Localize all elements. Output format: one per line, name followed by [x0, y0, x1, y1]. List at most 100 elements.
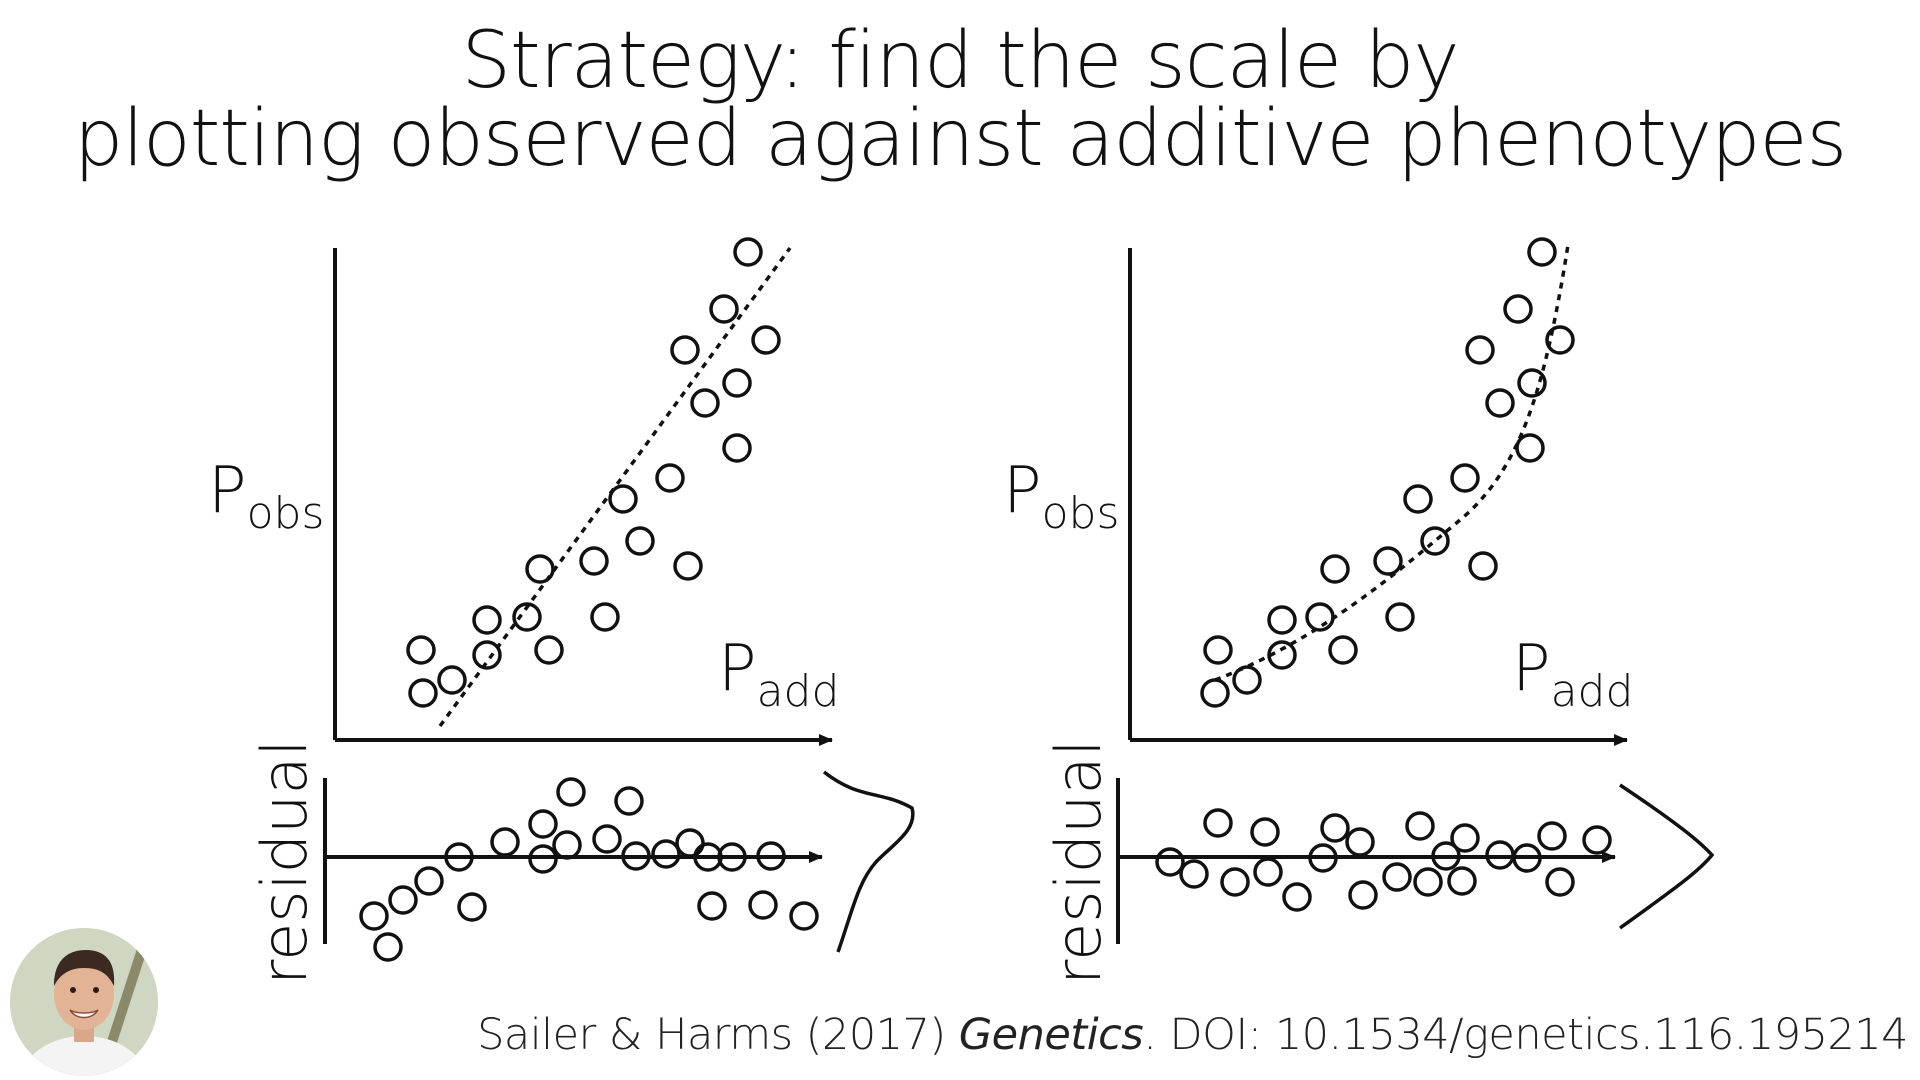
skewed-distribution-curve: [822, 770, 915, 953]
residual-point: [1253, 857, 1283, 887]
presenter-photo-icon: [10, 928, 158, 1076]
avatar: [10, 928, 158, 1076]
data-point: [1485, 388, 1515, 418]
residual-point: [1320, 813, 1350, 843]
data-point: [1403, 484, 1433, 514]
scatter-points: [1200, 237, 1575, 708]
data-point: [1328, 635, 1358, 665]
data-point: [1527, 237, 1557, 267]
data-point: [1232, 665, 1262, 695]
residual-point: [457, 892, 487, 922]
panel-linear: Pobs Padd: [208, 237, 915, 985]
residual-point: [1405, 811, 1435, 841]
data-point: [1200, 678, 1230, 708]
residual-point: [748, 890, 778, 920]
data-point: [1203, 635, 1233, 665]
data-point: [655, 463, 685, 493]
residual-point: [1155, 847, 1185, 877]
data-point: [670, 335, 700, 365]
residual-point: [789, 901, 819, 931]
residual-point: [1250, 817, 1280, 847]
residual-point: [717, 842, 747, 872]
citation-journal: Genetics: [958, 1010, 1144, 1060]
title-line-2: plotting observed against additive pheno…: [73, 94, 1847, 184]
title-line-1: Strategy: find the scale by: [461, 16, 1459, 106]
y-axis-label: Pobs: [208, 454, 324, 539]
data-point: [579, 546, 609, 576]
residual-points: [359, 777, 819, 962]
data-point: [751, 325, 781, 355]
data-point: [722, 433, 752, 463]
residual-point: [1179, 859, 1209, 889]
citation-doi: . DOI: 10.1534/genetics.116.195214: [1143, 1010, 1908, 1060]
residual-point: [1345, 827, 1375, 857]
residual-point: [1382, 862, 1412, 892]
residual-point: [528, 809, 558, 839]
data-point: [437, 665, 467, 695]
data-point: [1545, 325, 1575, 355]
data-point: [512, 602, 542, 632]
residual-point: [1220, 867, 1250, 897]
residual-point: [1413, 867, 1443, 897]
residual-point: [373, 932, 403, 962]
data-point: [733, 237, 763, 267]
residual-point: [528, 844, 558, 874]
residual-point: [651, 839, 681, 869]
citation-authors: Sailer & Harms (2017): [477, 1010, 946, 1060]
data-point: [1450, 463, 1480, 493]
residual-point: [1447, 866, 1477, 896]
data-point: [472, 605, 502, 635]
residual-points: [1155, 808, 1612, 912]
data-point: [1305, 602, 1335, 632]
residual-point: [1282, 882, 1312, 912]
data-point: [590, 602, 620, 632]
citation: Sailer & Harms (2017) Genetics. DOI: 10.…: [477, 1010, 1908, 1060]
data-point: [1385, 602, 1415, 632]
data-point: [1373, 546, 1403, 576]
residual-label: residual: [248, 739, 321, 985]
data-point: [1267, 640, 1297, 670]
residual-point: [592, 824, 622, 854]
residual-point: [1512, 843, 1542, 873]
residual-point: [1582, 825, 1612, 855]
data-point: [673, 551, 703, 581]
nonlinear-fit-curve: [1214, 244, 1570, 682]
data-point: [625, 526, 655, 556]
residual-point: [756, 841, 786, 871]
scatter-points: [406, 237, 781, 708]
data-point: [1267, 605, 1297, 635]
data-point: [1503, 294, 1533, 324]
data-point: [1320, 554, 1350, 584]
residual-point: [1537, 821, 1567, 851]
residual-point: [388, 885, 418, 915]
data-point: [709, 294, 739, 324]
residual-label: residual: [1042, 739, 1115, 985]
data-point: [608, 484, 638, 514]
residual-point: [1348, 880, 1378, 910]
data-point: [1515, 433, 1545, 463]
data-point: [690, 388, 720, 418]
residual-point: [552, 830, 582, 860]
residual-point: [414, 866, 444, 896]
residual-point: [1545, 867, 1575, 897]
y-axis-label: Pobs: [1003, 454, 1119, 539]
residual-point: [1203, 808, 1233, 838]
residual-point: [1431, 841, 1461, 871]
normal-distribution-curve: [1618, 783, 1715, 930]
data-point: [525, 554, 555, 584]
data-point: [1517, 368, 1547, 398]
data-point: [408, 678, 438, 708]
data-point: [722, 368, 752, 398]
residual-point: [444, 842, 474, 872]
residual-point: [614, 786, 644, 816]
data-point: [406, 635, 436, 665]
residual-point: [1308, 843, 1338, 873]
residual-point: [359, 901, 389, 931]
x-axis-label: Padd: [718, 632, 839, 717]
panel-nonlinear: Pobs Padd: [1003, 237, 1715, 985]
x-axis-label: Padd: [1512, 632, 1633, 717]
residual-point: [693, 842, 723, 872]
residual-point: [621, 841, 651, 871]
